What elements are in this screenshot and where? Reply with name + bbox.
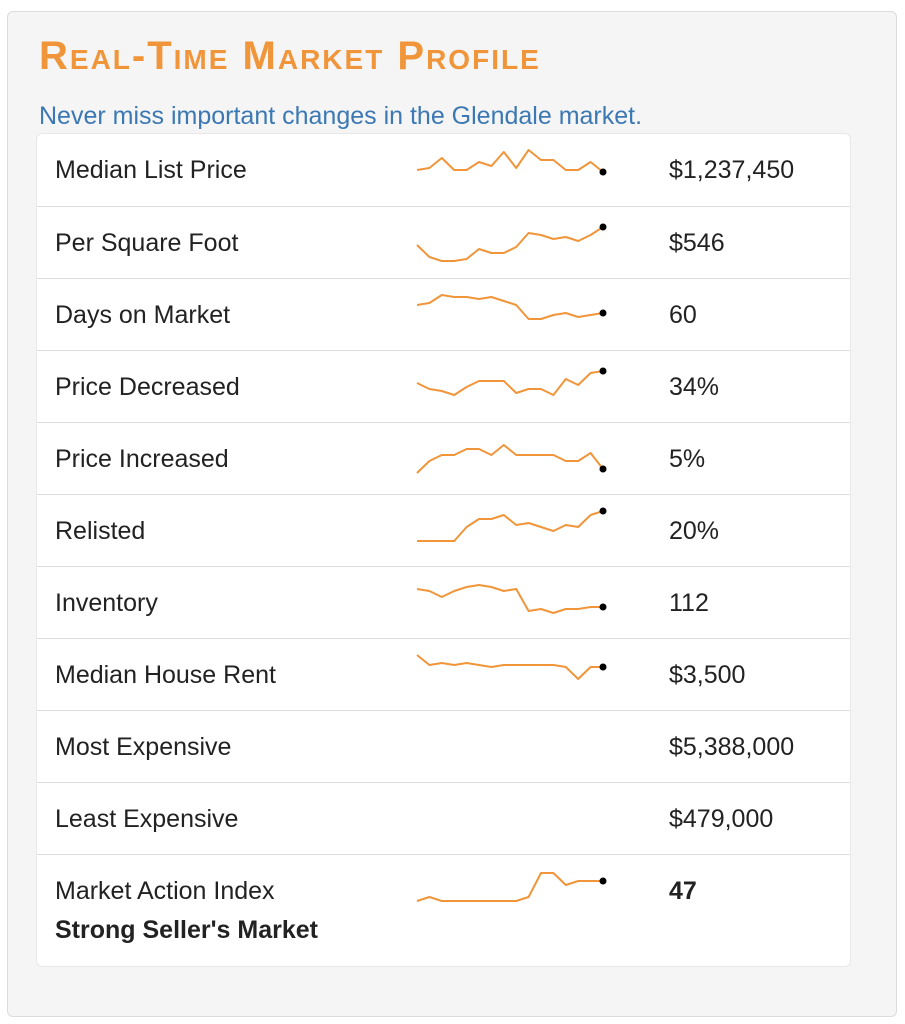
sparkline-series [416, 584, 603, 614]
row-label: Median House Rent [55, 661, 276, 689]
market-stats-table: Median List Price $1,237,450 Per Square … [37, 134, 850, 966]
sparkline-chart [416, 223, 607, 262]
table-row: Relisted 20% [37, 494, 850, 566]
sparkline-endpoint-dot [599, 168, 607, 176]
sparkline-chart [416, 584, 607, 614]
sparkline-chart [417, 507, 607, 542]
sparkline-endpoint-dot [599, 223, 607, 231]
sparkline-chart [416, 294, 607, 320]
row-label: Market Action Index [55, 877, 275, 905]
sparkline-series [416, 872, 603, 902]
row-label: Price Increased [55, 445, 229, 473]
sparkline-chart [416, 367, 607, 396]
sparkline-endpoint-dot [599, 367, 607, 375]
row-value: $1,237,450 [669, 156, 795, 184]
table-row: Price Increased 5% [37, 422, 850, 494]
sparkline-endpoint-dot [599, 663, 607, 671]
sparkline-chart [416, 872, 607, 902]
row-value: 60 [669, 301, 697, 329]
row-label: Price Decreased [55, 373, 240, 401]
row-value: 47 [669, 877, 697, 905]
row-label: Per Square Foot [55, 229, 239, 257]
row-value: 112 [669, 589, 709, 617]
sparkline-chart [416, 654, 607, 680]
row-label: Most Expensive [55, 733, 232, 761]
table-row: Most Expensive $5,388,000 [37, 710, 850, 782]
sparkline-endpoint-dot [599, 603, 607, 611]
sparkline-series [416, 370, 604, 396]
sparkline-series [416, 654, 603, 680]
row-label: Inventory [55, 589, 158, 617]
table-row: Least Expensive $479,000 [37, 782, 850, 854]
widget-title: Real-Time Market Profile [39, 34, 541, 78]
table-row: Per Square Foot $546 [37, 206, 850, 278]
row-value: 20% [669, 517, 720, 545]
market-status-label: Strong Seller's Market [55, 916, 318, 944]
table-row: Market Action Index Strong Seller's Mark… [37, 854, 850, 966]
sparkline-series [417, 510, 604, 542]
row-label: Median List Price [55, 156, 247, 184]
sparkline-chart [416, 444, 607, 474]
sparkline-endpoint-dot [599, 465, 607, 473]
row-value: $3,500 [669, 661, 746, 689]
row-value: $546 [669, 229, 725, 257]
sparkline-endpoint-dot [599, 507, 607, 515]
sparkline-endpoint-dot [599, 877, 607, 885]
row-label: Least Expensive [55, 805, 239, 833]
sparkline-series [416, 444, 604, 474]
table-row: Price Decreased 34% [37, 350, 850, 422]
row-value: 34% [669, 373, 720, 401]
sparkline-chart [416, 149, 607, 176]
row-value: 5% [669, 445, 706, 473]
table-row: Median House Rent $3,500 [37, 638, 850, 710]
table-row: Inventory 112 [37, 566, 850, 638]
row-value: $479,000 [669, 805, 774, 833]
widget-subtitle: Never miss important changes in the Glen… [39, 102, 643, 130]
row-label: Relisted [55, 517, 146, 545]
table-row: Days on Market 60 [37, 278, 850, 350]
sparkline-series [416, 149, 604, 173]
row-label: Days on Market [55, 301, 231, 329]
table-row: Median List Price $1,237,450 [37, 134, 850, 206]
row-value: $5,388,000 [669, 733, 795, 761]
sparkline-series [416, 294, 604, 320]
sparkline-endpoint-dot [599, 309, 607, 317]
sparkline-series [416, 226, 604, 262]
